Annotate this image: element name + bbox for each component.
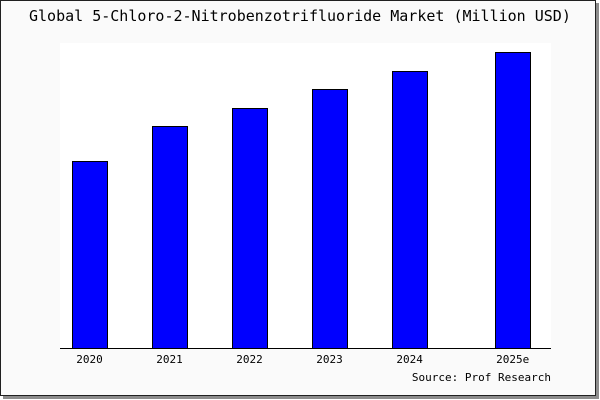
x-axis-tick-labels: 2020 2021 2022 2023 2024 2025e (60, 352, 551, 370)
x-tick-label-2025e: 2025e (496, 353, 530, 366)
x-tick-label-2021: 2021 (156, 353, 183, 366)
bar-slot-2020 (71, 43, 108, 349)
x-axis-line (60, 348, 551, 349)
x-tick-label-2024: 2024 (396, 353, 423, 366)
bar-slot-2025e (495, 43, 531, 349)
x-tick-label-2023: 2023 (316, 353, 343, 366)
x-tick-label-2020: 2020 (76, 353, 103, 366)
bar-slot-2022 (231, 43, 268, 349)
source-note: Source: Prof Research (411, 371, 551, 384)
bar-2021[interactable] (151, 125, 188, 349)
bar-2020[interactable] (71, 161, 108, 349)
bar-2025e[interactable] (495, 51, 531, 349)
bar-slot-2023 (311, 43, 348, 349)
x-tick-label-2022: 2022 (236, 353, 263, 366)
bar-series (60, 43, 551, 349)
bar-2022[interactable] (231, 107, 268, 349)
bar-slot-2024 (391, 43, 428, 349)
chart-title: Global 5-Chloro-2-Nitrobenzotrifluoride … (29, 7, 571, 25)
plot-area (60, 43, 551, 349)
bar-2024[interactable] (391, 71, 428, 349)
bar-2023[interactable] (311, 88, 348, 349)
bar-slot-2021 (151, 43, 188, 349)
